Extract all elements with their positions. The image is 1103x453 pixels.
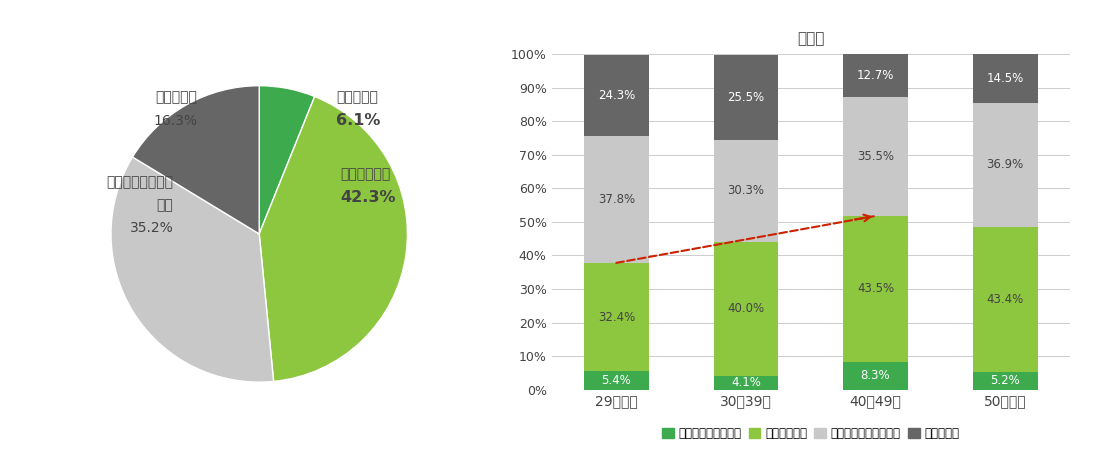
Bar <box>583 136 649 263</box>
Bar <box>714 140 779 242</box>
Bar <box>973 103 1038 226</box>
Bar <box>714 376 779 390</box>
Text: 30.3%: 30.3% <box>727 184 764 198</box>
Text: 6.1%: 6.1% <box>336 113 381 128</box>
Bar <box>583 263 649 371</box>
Text: 43.4%: 43.4% <box>986 293 1024 306</box>
Text: 36.9%: 36.9% <box>986 158 1024 171</box>
Text: 43.5%: 43.5% <box>857 282 895 295</box>
Text: 5.2%: 5.2% <box>990 374 1020 387</box>
Text: 40.0%: 40.0% <box>727 302 764 315</box>
Text: 14.5%: 14.5% <box>986 72 1024 85</box>
Text: 35.5%: 35.5% <box>857 150 895 163</box>
Bar <box>973 226 1038 372</box>
Legend: とても満足している, 満足している, どちらかというと不満, かなり不満: とても満足している, 満足している, どちらかというと不満, かなり不満 <box>657 422 964 445</box>
Text: 4.1%: 4.1% <box>731 376 761 389</box>
Text: 25.5%: 25.5% <box>727 91 764 104</box>
Text: 8.3%: 8.3% <box>860 369 890 382</box>
Text: 24.3%: 24.3% <box>598 89 635 102</box>
Bar <box>843 97 908 216</box>
Bar <box>583 371 649 390</box>
Wedge shape <box>132 86 259 234</box>
Text: かなり不満: かなり不満 <box>156 91 197 105</box>
Title: 年齢別: 年齢別 <box>797 31 824 46</box>
Bar <box>973 372 1038 390</box>
Text: 満足している: 満足している <box>341 168 390 182</box>
Text: 35.2%: 35.2% <box>129 221 173 235</box>
Text: 不満: 不満 <box>157 198 173 212</box>
Text: 12.7%: 12.7% <box>857 69 895 82</box>
Wedge shape <box>259 96 407 381</box>
Bar <box>843 216 908 362</box>
Text: 16.3%: 16.3% <box>153 114 197 128</box>
Bar <box>583 55 649 136</box>
Bar <box>714 242 779 376</box>
Wedge shape <box>111 157 274 382</box>
Text: 5.4%: 5.4% <box>601 374 631 387</box>
Text: 32.4%: 32.4% <box>598 311 635 324</box>
Text: 37.8%: 37.8% <box>598 193 635 206</box>
Text: とても満足: とても満足 <box>336 91 378 105</box>
Bar <box>714 55 779 140</box>
Text: どちらかというと: どちらかというと <box>106 175 173 189</box>
Text: 42.3%: 42.3% <box>341 190 396 205</box>
Bar <box>973 54 1038 103</box>
Bar <box>843 54 908 97</box>
Bar <box>843 362 908 390</box>
Wedge shape <box>259 86 314 234</box>
